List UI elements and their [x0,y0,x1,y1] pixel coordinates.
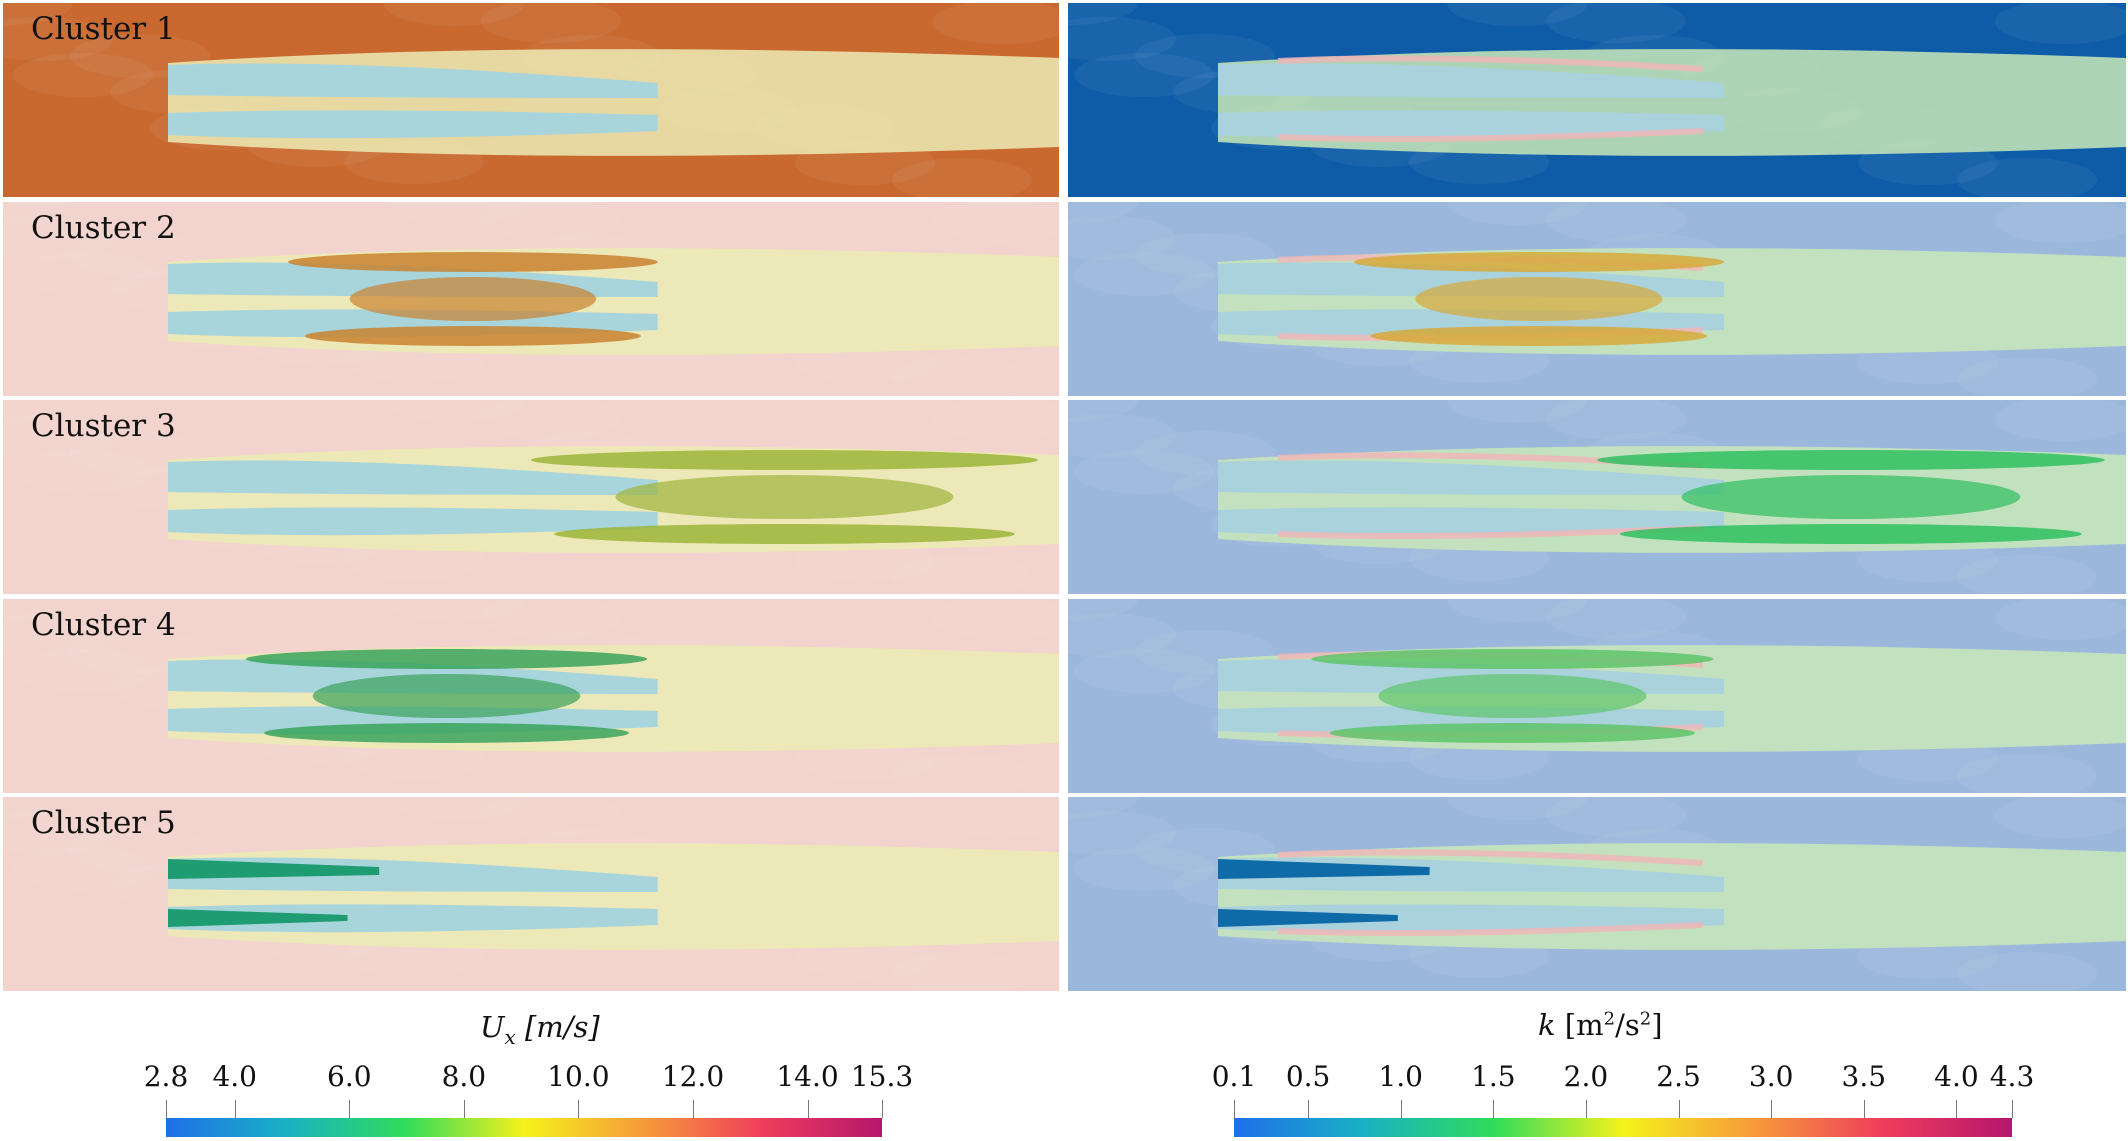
colorbar-tick-label: 2.5 [1656,1060,1701,1093]
tke-field-panel [1068,202,2126,396]
colorbar-tick [1308,1100,1310,1118]
colorbar-tick-label: 8.0 [441,1060,487,1093]
ux-field-plot [3,400,1059,594]
colorbar-tick [463,1100,465,1118]
colorbar-tick [692,1100,694,1118]
tke-field-panel [1068,3,2126,197]
colorbar-tick-label: 1.0 [1378,1060,1423,1093]
colorbar-tick-label: 1.5 [1471,1060,1516,1093]
colorbar-tick-label: 0.5 [1285,1060,1331,1093]
cluster-label: Cluster 4 [31,607,176,643]
colorbar-tick-label: 4.0 [1934,1060,1979,1093]
colorbar-tick-label: 15.3 [850,1060,914,1093]
tke-field-panel [1068,599,2126,793]
colorbar-tick [1400,1100,1402,1118]
ux-legend-title: Ux [m/s] [480,1010,600,1049]
tke-legend: k [m2/s2] 0.1 0.5 1.0 1.5 2.0 2.5 3.0 3.5 4.0 4.3 [1064,1000,2128,1141]
tke-colorbar [1234,1118,2012,1137]
ux-field-panel: Cluster 5 [3,797,1059,991]
tke-field-panel [1068,797,2126,991]
colorbar-tick-label: 10.0 [547,1060,610,1093]
ux-field-panel: Cluster 3 [3,400,1059,594]
colorbar-tick-label: 2.0 [1563,1060,1609,1093]
cluster-label: Cluster 2 [31,210,176,246]
colorbar-tick [1678,1100,1680,1118]
colorbar-tick-label: 2.8 [143,1060,189,1093]
colorbar-tick-label: 0.1 [1211,1060,1257,1093]
colorbar-tick [2012,1100,2013,1118]
colorbar-tick [1585,1100,1587,1118]
colorbar-tick [166,1100,167,1118]
cluster-label: Cluster 3 [31,408,176,444]
ux-field-panel: Cluster 1 [3,3,1059,197]
colorbar-tick-label: 14.0 [776,1060,839,1093]
ux-field-plot [3,797,1059,991]
colorbar-tick-label: 6.0 [327,1060,372,1093]
tke-field-plot [1068,202,2126,396]
tke-legend-title: k [m2/s2] [1538,1008,1663,1042]
colorbar-tick [578,1100,580,1118]
colorbar-tick [1234,1100,1235,1118]
colorbar-tick-label: 4.3 [1989,1060,2035,1093]
colorbar-tick [349,1100,351,1118]
ux-field-panel: Cluster 4 [3,599,1059,793]
tke-field-plot [1068,3,2126,197]
colorbar-tick [807,1100,809,1118]
tke-field-plot [1068,599,2126,793]
ux-colorbar [166,1118,882,1137]
colorbar-tick-label: 12.0 [661,1060,725,1093]
colorbar-tick-label: 3.0 [1748,1060,1794,1093]
colorbar-tick-label: 4.0 [212,1060,257,1093]
colorbar-tick [234,1100,236,1118]
ux-legend: Ux [m/s] 2.8 4.0 6.0 8.0 10.0 12.0 14.0 15.3 [0,1000,1064,1141]
ux-field-panel: Cluster 2 [3,202,1059,396]
tke-field-panel [1068,400,2126,594]
colorbar-tick [1863,1100,1865,1118]
colorbar-tick [1956,1100,1958,1118]
cluster-label: Cluster 1 [31,11,176,47]
ux-field-plot [3,202,1059,396]
ux-field-plot [3,3,1059,197]
colorbar-tick [882,1100,883,1118]
colorbar-tick [1493,1100,1495,1118]
ux-field-plot [3,599,1059,793]
colorbar-tick [1771,1100,1773,1118]
tke-field-plot [1068,797,2126,991]
colorbar-tick-label: 3.5 [1841,1060,1887,1093]
cluster-label: Cluster 5 [31,805,176,841]
tke-field-plot [1068,400,2126,594]
